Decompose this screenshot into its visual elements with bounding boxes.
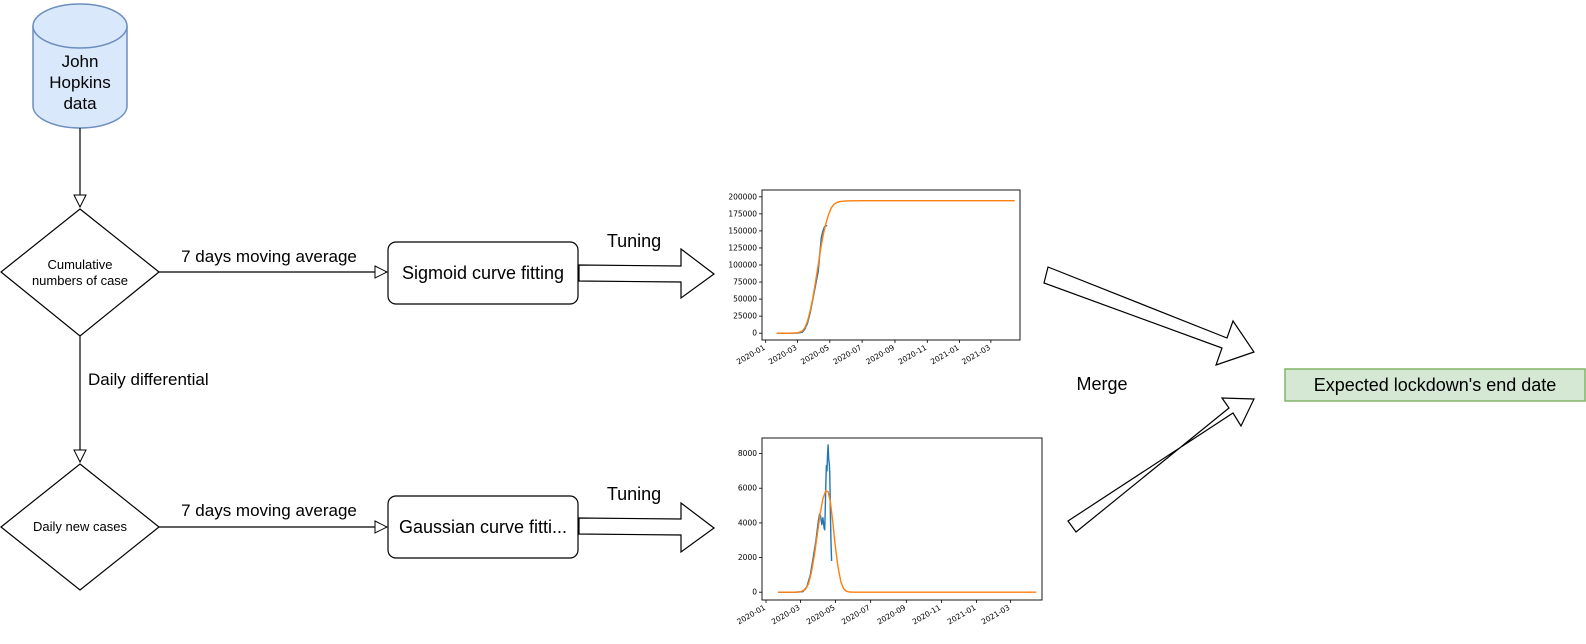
gaussian-chart-y-tick-label: 6000	[738, 484, 757, 493]
cumulative-cases-node: Cumulative numbers of case	[0, 208, 160, 337]
daily-new-cases-diamond	[0, 463, 160, 591]
sigmoid-chart-x-tick-label: 2021-03	[960, 343, 992, 367]
merge-arrow-bottom	[1067, 397, 1255, 533]
daily-new-cases-node: Daily new cases	[0, 463, 160, 591]
gaussian-chart-x-tick-label: 2020-03	[770, 603, 802, 627]
tuning-label-bottom: Tuning	[607, 484, 661, 504]
result-label: Expected lockdown's end date	[1314, 375, 1557, 395]
sigmoid-chart-series-line-1	[776, 199, 1015, 334]
sigmoid-chart-y-tick-label: 175000	[728, 209, 757, 218]
gaussian-fitting-box	[387, 495, 579, 559]
database-label-line3: data	[63, 94, 97, 113]
cumulative-cases-label-line2: numbers of case	[32, 273, 128, 288]
daily-new-cases-label: Daily new cases	[33, 519, 127, 534]
sigmoid-chart-y-tick-label: 125000	[728, 243, 757, 252]
result-node: Expected lockdown's end date	[1284, 368, 1586, 402]
sigmoid-chart-y-tick-label: 0	[752, 329, 757, 338]
gaussian-chart-x-tick-label: 2020-05	[805, 603, 837, 627]
gaussian-chart-x-tick-label: 2021-03	[980, 603, 1012, 627]
sigmoid-chart-x-tick-label: 2020-09	[864, 343, 896, 367]
gaussian-chart-y-tick-label: 8000	[738, 449, 757, 458]
tuning-arrow-top	[578, 247, 716, 300]
sigmoid-chart-x-tick-label: 2021-01	[929, 343, 961, 367]
database-label-line1: John	[62, 52, 99, 71]
database-node: John Hopkins data	[32, 3, 128, 129]
daily-differential-label: Daily differential	[88, 370, 209, 389]
sigmoid-chart-y-tick-label: 150000	[728, 226, 757, 235]
merge-arrow-top	[1043, 266, 1255, 366]
gaussian-chart-x-tick-label: 2020-11	[911, 603, 943, 627]
sigmoid-chart-x-tick-label: 2020-01	[735, 343, 767, 367]
gaussian-chart-y-tick-label: 2000	[738, 553, 757, 562]
result-box	[1284, 368, 1586, 402]
gaussian-chart-x-tick-label: 2021-01	[946, 603, 978, 627]
gaussian-chart-x-tick-label: 2020-01	[735, 603, 767, 627]
moving-average-label-bottom: 7 days moving average	[181, 501, 357, 520]
database-label-line2: Hopkins	[49, 73, 110, 92]
sigmoid-fitting-box	[387, 241, 579, 305]
gaussian-chart-plot-frame	[761, 437, 1043, 601]
merge-label: Merge	[1076, 374, 1127, 394]
sigmoid-chart: 0 25000 50000 75000 100000 125000 150000 175000…	[728, 189, 1021, 367]
sigmoid-chart-y-tick-label: 200000	[728, 192, 757, 201]
cumulative-cases-label-line1: Cumulative	[47, 257, 112, 272]
tuning-label-top: Tuning	[607, 231, 661, 251]
database-cylinder-top	[32, 3, 128, 49]
sigmoid-chart-x-tick-label: 2020-05	[799, 343, 831, 367]
sigmoid-chart-plot-frame	[761, 189, 1021, 341]
sigmoid-chart-y-tick-label: 50000	[733, 295, 757, 304]
sigmoid-chart-x-tick-label: 2020-11	[897, 343, 929, 367]
sigmoid-chart-y-tick-label: 75000	[733, 278, 757, 287]
sigmoid-chart-x-tick-label: 2020-07	[831, 343, 863, 367]
gaussian-fitting-node: Gaussian curve fitti...	[387, 495, 579, 559]
tuning-arrow-bottom	[578, 501, 716, 554]
gaussian-chart-series-line-1	[778, 490, 1037, 593]
gaussian-chart-x-tick-label: 2020-09	[876, 603, 908, 627]
sigmoid-chart-x-tick-label: 2020-03	[767, 343, 799, 367]
gaussian-fitting-label: Gaussian curve fitti...	[399, 517, 567, 537]
gaussian-chart-y-tick-label: 4000	[738, 518, 757, 527]
gaussian-chart-y-tick-label: 0	[752, 588, 757, 597]
sigmoid-fitting-label: Sigmoid curve fitting	[402, 263, 564, 283]
gaussian-chart-x-tick-label: 2020-07	[840, 603, 872, 627]
sigmoid-fitting-node: Sigmoid curve fitting	[387, 241, 579, 305]
sigmoid-chart-y-tick-label: 25000	[733, 312, 757, 321]
sigmoid-chart-y-tick-label: 100000	[728, 261, 757, 270]
moving-average-label-top: 7 days moving average	[181, 247, 357, 266]
